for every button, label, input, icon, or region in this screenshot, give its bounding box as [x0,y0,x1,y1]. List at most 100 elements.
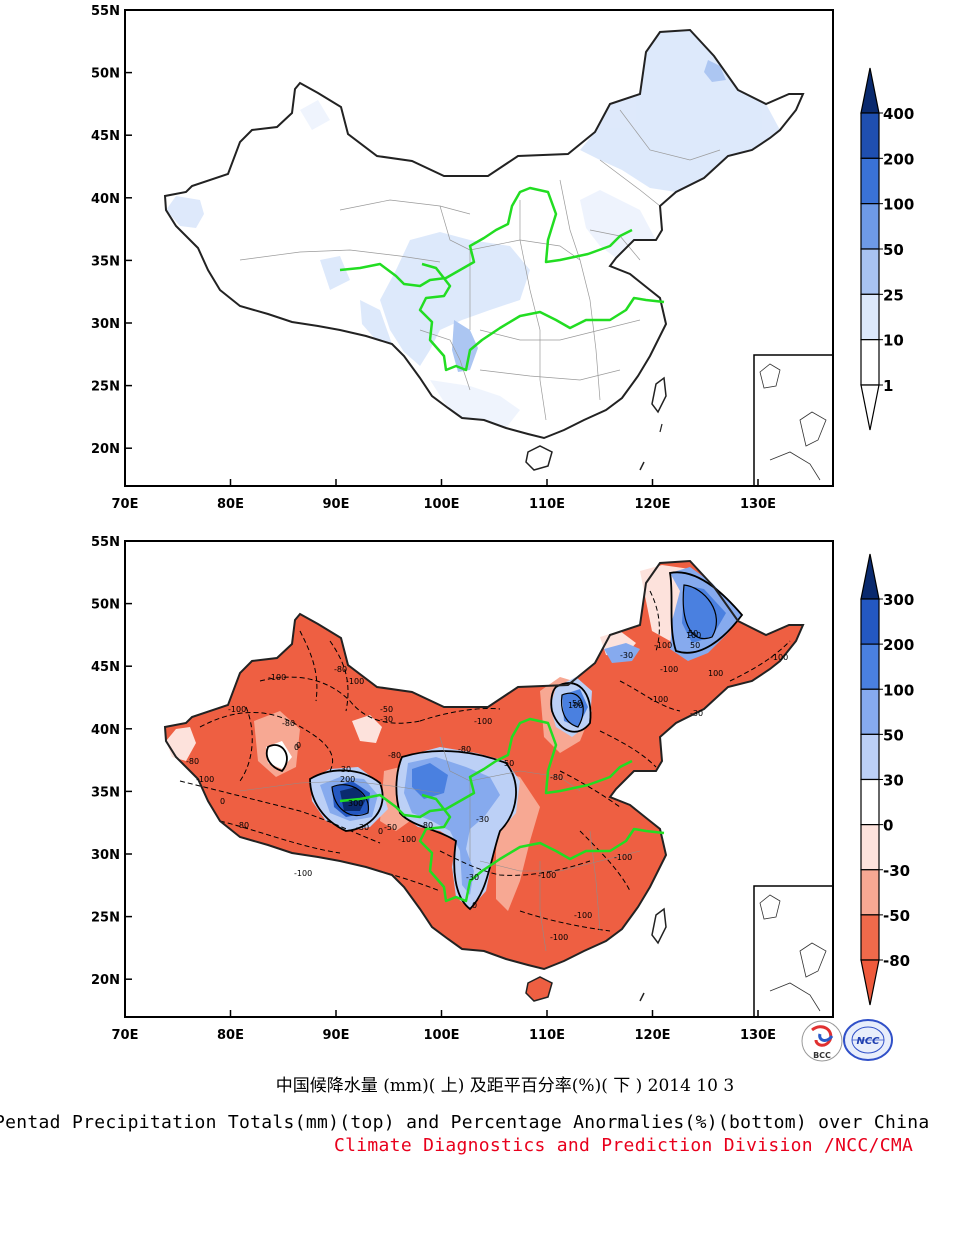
colorbar-label: 1 [883,377,893,395]
lon-tick-label: 80E [217,1028,244,1043]
contour-label: -50 [384,823,397,832]
lat-tick-label: 25N [91,380,120,395]
contour-label: 100 [686,631,701,640]
contour-label: -100 [294,869,312,878]
bottom-yellow-river [339,717,633,819]
contour-label: 0 [220,797,225,806]
contour-label: -30 [338,765,351,774]
contour-label: 100 [568,701,583,710]
colorbar-bottom-arrow [860,384,880,431]
lon-tick-label: 120E [634,497,670,512]
contour-label: -30 [356,823,369,832]
contour-label: 0 [472,901,477,910]
lat-tick-label: 30N [91,317,120,332]
contour-label: -100 [550,933,568,942]
lon-tick-label: 120E [634,1028,670,1043]
lat-tick-label: 45N [91,660,120,675]
colorbar-label: 25 [883,286,904,304]
contour-label: 300 [348,799,363,808]
top-taiwan-island [651,376,667,414]
contour-label: -100 [228,705,246,714]
contour-label: -30 [380,715,393,724]
contour-label: 50 [572,699,582,708]
colorbar-label: -30 [883,862,910,880]
bottom-contour-labels: -100 -100 -100 -80 -80 -100 -80 -100 0 -… [186,629,788,942]
contour-label: -80 [282,719,295,728]
colorbar-box [860,733,880,781]
lon-tick-label: 130E [740,1028,776,1043]
top-yellow-river [339,186,633,288]
bottom-islet [639,992,645,1002]
lat-tick-label: 25N [91,911,120,926]
lon-tick-label: 130E [740,497,776,512]
top-inset-south-china-sea [753,354,834,487]
colorbar-label: 200 [883,636,914,654]
lat-tick-label: 40N [91,723,120,738]
lon-tick-label: 70E [112,497,139,512]
colorbar-box [860,688,880,735]
top-yangtze-river [418,262,665,372]
top-islet [639,461,645,471]
colorbar-label: 400 [883,105,914,123]
contour-label: -100 [398,835,416,844]
lat-tick-label: 30N [91,848,120,863]
contour-label: -100 [474,717,492,726]
lat-tick-label: 55N [91,535,120,550]
top-rivers [339,186,665,372]
colorbar-label: 50 [883,241,904,259]
colorbar-box [860,203,880,250]
colorbar-label: 100 [883,196,914,214]
lat-tick-label: 20N [91,442,120,457]
bottom-map: -100 -100 -100 -80 -80 -100 -80 -100 0 -… [91,535,914,1043]
ncc-logo-text: NCC [856,1036,880,1047]
contour-label: -100 [268,673,286,682]
contour-label: 0 [378,827,383,836]
lon-tick-label: 110E [529,1028,565,1043]
colorbar-box [860,293,880,341]
contour-label: -50 [380,705,393,714]
contour-label: -80 [334,665,347,674]
caption-english: Pentad Precipitation Totals(mm)(top) and… [0,1112,930,1133]
colorbar-label: 50 [883,726,904,744]
bottom-hainan-island [525,976,553,1002]
bcc-logo-text: BCC [813,1051,831,1060]
bottom-taiwan-island [651,907,667,945]
bottom-map-frame [124,540,834,1018]
colorbar-label: 30 [883,772,904,790]
contour-label: -30 [620,651,633,660]
contour-label: -80 [550,773,563,782]
contour-label: 0 [296,741,301,750]
lat-tick-label: 20N [91,973,120,988]
lon-tick-label: 100E [423,497,459,512]
lat-tick-label: 35N [91,254,120,269]
top-hainan-island [525,445,553,471]
contour-label: 50 [688,629,698,638]
lon-tick-label: 100E [423,1028,459,1043]
contour-label: -80 [236,821,249,830]
caption-chinese: 中国候降水量 (mm)( 上) 及距平百分率(%)( 下 ) 2014 10 3 [275,1076,735,1096]
ncc-logo: NCC [843,1019,893,1061]
bottom-yangtze-river [418,793,665,903]
contour-label: -100 [654,641,672,650]
lat-tick-label: 45N [91,129,120,144]
colorbar-top-arrow [860,553,880,600]
colorbar-box [860,339,880,386]
contour-label: -80 [388,751,401,760]
colorbar-box [860,598,880,645]
top-map-frame [124,9,834,487]
bcc-logo: BCC [801,1020,843,1062]
bottom-inset-south-china-sea [753,885,834,1018]
contour-label: -100 [770,653,788,662]
contour-label: -100 [346,677,364,686]
colorbar-label: 10 [883,332,904,350]
colorbar-box [860,914,880,961]
bottom-lon-ticks: 70E 80E 90E 100E 110E 120E 130E [112,1010,776,1043]
contour-label: -30 [466,873,479,882]
colorbar-box [860,869,880,916]
contour-label: 0 [294,743,299,752]
lon-tick-label: 110E [529,497,565,512]
colorbar-top-arrow [860,67,880,114]
